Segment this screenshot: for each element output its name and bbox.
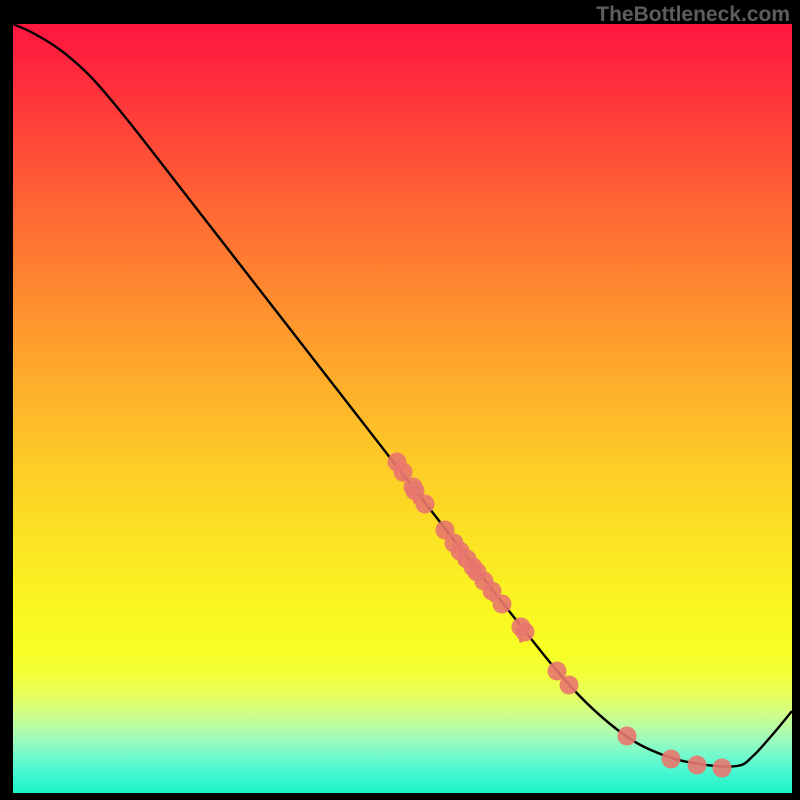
data-point-marker bbox=[560, 676, 579, 695]
data-point-marker bbox=[713, 759, 732, 778]
plot-area bbox=[13, 24, 792, 793]
data-point-marker bbox=[416, 495, 435, 514]
data-point-marker bbox=[493, 595, 512, 614]
data-point-marker bbox=[516, 623, 535, 642]
markers-group bbox=[388, 453, 732, 778]
data-point-marker bbox=[688, 756, 707, 775]
bottleneck-curve bbox=[13, 24, 792, 767]
chart-svg-layer bbox=[13, 24, 792, 793]
data-point-marker bbox=[618, 727, 637, 746]
data-point-marker bbox=[662, 750, 681, 769]
